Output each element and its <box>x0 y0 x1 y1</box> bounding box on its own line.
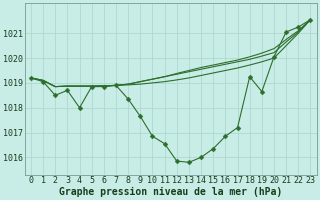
X-axis label: Graphe pression niveau de la mer (hPa): Graphe pression niveau de la mer (hPa) <box>59 186 282 197</box>
